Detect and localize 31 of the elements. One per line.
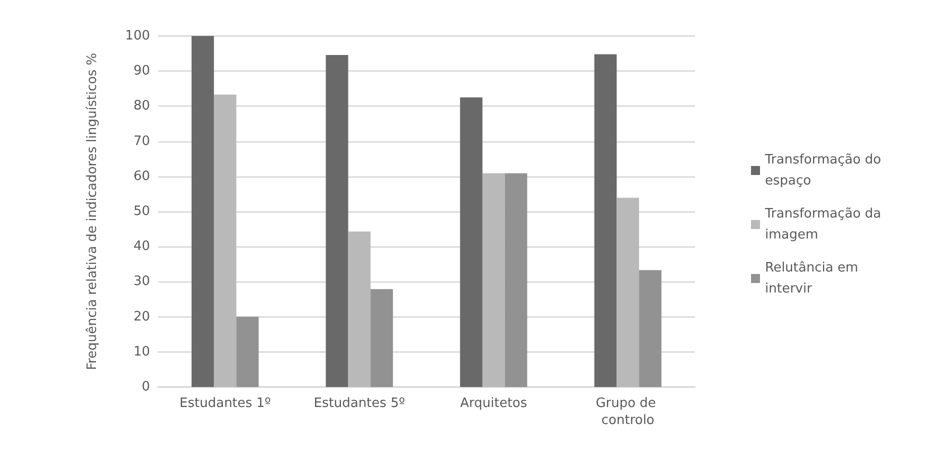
- bar: [639, 270, 662, 387]
- y-tick-label: 100: [125, 28, 150, 44]
- y-tick-label: 60: [133, 168, 150, 184]
- y-tick-label: 30: [133, 274, 150, 290]
- bar: [192, 36, 214, 387]
- bar: [326, 54, 348, 387]
- y-tick-label: 10: [133, 344, 150, 360]
- x-tick-label: Estudantes 5º: [314, 396, 405, 411]
- x-tick-label: Grupo de controlo: [596, 396, 660, 428]
- bar: [236, 316, 259, 387]
- y-tick-label: 90: [133, 64, 150, 79]
- legend-label: Transformação da imagem: [764, 206, 886, 242]
- y-tick-label: 0: [142, 380, 150, 394]
- y-tick-label: 80: [133, 98, 150, 114]
- bar: [504, 173, 528, 387]
- y-tick-label: 20: [133, 309, 150, 324]
- bar: [616, 198, 640, 387]
- bar: [348, 232, 371, 387]
- y-tick-label: 40: [133, 239, 150, 254]
- bar: [214, 94, 236, 387]
- legend-label: Relutância em intervir: [765, 260, 862, 296]
- bar: [370, 289, 393, 387]
- bar: [594, 54, 617, 387]
- y-tick-label: 50: [133, 204, 150, 219]
- bar: [482, 173, 505, 387]
- legend-label: Transformação do espaço: [764, 152, 886, 188]
- y-axis-title: Frequência relativa de indicadores linguísticos %: [85, 52, 100, 370]
- x-tick-label: Estudantes 1º: [180, 396, 271, 411]
- bar: [460, 97, 482, 387]
- x-tick-label: Arquitetos: [460, 396, 528, 411]
- y-tick-label: 70: [133, 134, 150, 149]
